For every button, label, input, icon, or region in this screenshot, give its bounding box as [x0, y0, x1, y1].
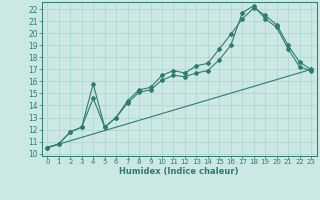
X-axis label: Humidex (Indice chaleur): Humidex (Indice chaleur) [119, 167, 239, 176]
